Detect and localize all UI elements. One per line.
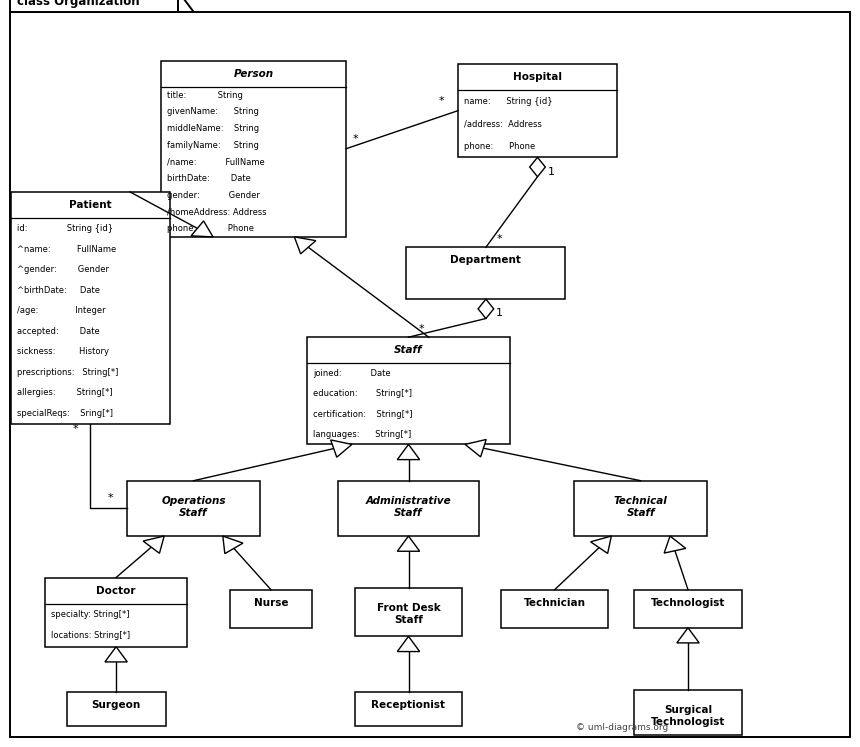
Polygon shape	[397, 444, 420, 459]
Bar	[406, 247, 565, 299]
Text: Technologist: Technologist	[651, 598, 725, 608]
Text: Nurse: Nurse	[254, 598, 288, 608]
Polygon shape	[397, 636, 420, 651]
Text: 1: 1	[496, 309, 503, 318]
Polygon shape	[397, 536, 420, 551]
Text: *: *	[73, 424, 79, 434]
Bar	[67, 692, 165, 726]
Bar	[230, 589, 312, 627]
Text: languages:      String[*]: languages: String[*]	[313, 430, 412, 438]
Text: middleName:    String: middleName: String	[167, 124, 260, 133]
Text: locations: String[*]: locations: String[*]	[52, 631, 131, 640]
Text: prescriptions:   String[*]: prescriptions: String[*]	[16, 368, 118, 376]
Text: Doctor: Doctor	[96, 586, 136, 595]
Text: ^name:          FullName: ^name: FullName	[16, 244, 116, 253]
Text: gender:           Gender: gender: Gender	[167, 190, 260, 199]
Bar	[354, 692, 463, 726]
Polygon shape	[223, 536, 243, 554]
Text: phone:      Phone: phone: Phone	[464, 142, 535, 151]
Text: *: *	[419, 323, 425, 334]
Text: title:            String: title: String	[167, 90, 243, 99]
Bar	[337, 481, 480, 536]
Polygon shape	[191, 221, 213, 237]
Text: Surgeon: Surgeon	[91, 700, 141, 710]
Text: ^gender:        Gender: ^gender: Gender	[16, 265, 108, 274]
Text: *: *	[108, 494, 114, 503]
Bar	[162, 61, 346, 237]
Text: Technical
Staff: Technical Staff	[614, 496, 667, 518]
Polygon shape	[105, 647, 127, 662]
Bar	[308, 337, 509, 444]
Text: Hospital: Hospital	[513, 72, 562, 82]
Text: /name:           FullName: /name: FullName	[167, 158, 265, 167]
Text: Person: Person	[234, 69, 273, 78]
Text: /homeAddress: Address: /homeAddress: Address	[167, 208, 267, 217]
Text: *: *	[439, 96, 445, 106]
Text: Front Desk
Staff: Front Desk Staff	[377, 603, 440, 625]
Bar	[10, 0, 178, 12]
Polygon shape	[294, 237, 316, 254]
Bar	[127, 481, 260, 536]
Text: accepted:        Date: accepted: Date	[16, 326, 100, 335]
Text: /address:  Address: /address: Address	[464, 120, 542, 128]
Text: 1: 1	[548, 167, 555, 176]
Polygon shape	[330, 440, 352, 457]
Bar	[574, 481, 707, 536]
Text: Staff: Staff	[394, 345, 423, 356]
Polygon shape	[591, 536, 611, 554]
Text: joined:           Date: joined: Date	[313, 369, 391, 378]
Polygon shape	[143, 536, 164, 554]
Text: sickness:         History: sickness: History	[16, 347, 108, 356]
Text: name:      String {id}: name: String {id}	[464, 97, 553, 106]
Text: phone:            Phone: phone: Phone	[167, 224, 255, 233]
Text: givenName:      String: givenName: String	[167, 108, 259, 117]
Polygon shape	[530, 158, 545, 177]
Text: *: *	[353, 134, 359, 143]
Text: allergies:        String[*]: allergies: String[*]	[16, 388, 113, 397]
Text: class Organization: class Organization	[17, 0, 140, 8]
Text: Technician: Technician	[524, 598, 586, 608]
Text: familyName:     String: familyName: String	[167, 140, 259, 149]
Text: © uml-diagrams.org: © uml-diagrams.org	[576, 723, 668, 732]
Text: ^birthDate:     Date: ^birthDate: Date	[16, 285, 100, 294]
Text: education:       String[*]: education: String[*]	[313, 389, 413, 398]
Text: Surgical
Technologist: Surgical Technologist	[651, 705, 725, 728]
Text: specialty: String[*]: specialty: String[*]	[52, 610, 130, 619]
Bar	[458, 64, 617, 158]
Text: birthDate:        Date: birthDate: Date	[167, 174, 251, 183]
Text: *: *	[496, 234, 502, 244]
Polygon shape	[664, 536, 685, 553]
Text: Department: Department	[451, 255, 521, 265]
Text: Administrative
Staff: Administrative Staff	[366, 496, 452, 518]
Text: id:               String {id}: id: String {id}	[16, 224, 113, 233]
Bar	[635, 589, 741, 627]
Polygon shape	[465, 439, 486, 457]
Bar	[46, 577, 187, 647]
Bar	[10, 192, 169, 424]
Polygon shape	[677, 627, 699, 643]
Text: Receptionist: Receptionist	[372, 700, 445, 710]
Text: /age:              Integer: /age: Integer	[16, 306, 106, 315]
Text: Operations
Staff: Operations Staff	[162, 496, 225, 518]
Text: specialReqs:    Sring[*]: specialReqs: Sring[*]	[16, 409, 113, 418]
Bar	[354, 588, 463, 636]
Text: Patient: Patient	[69, 200, 112, 210]
Polygon shape	[478, 299, 494, 318]
Text: certification:    String[*]: certification: String[*]	[313, 409, 413, 418]
Bar	[635, 690, 741, 735]
Bar	[501, 589, 609, 627]
